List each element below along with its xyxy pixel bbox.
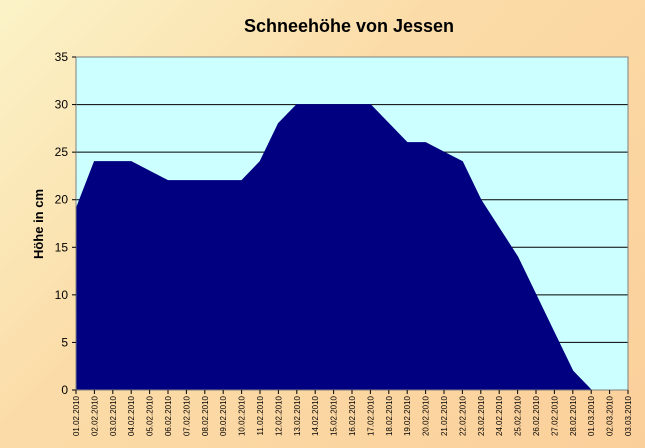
x-tick-label: 01.03.2010 <box>587 395 596 436</box>
y-tick-label: 30 <box>55 98 69 112</box>
y-tick-label: 20 <box>55 193 69 207</box>
x-tick-label: 23.02.2010 <box>477 395 486 436</box>
x-tick-label: 11.02.2010 <box>256 395 265 435</box>
x-tick-label: 19.02.2010 <box>403 395 412 436</box>
x-tick-label: 10.02.2010 <box>238 395 247 436</box>
x-tick-label: 01.02.2010 <box>72 395 81 436</box>
area-series <box>75 104 628 391</box>
y-axis-label: Höhe in cm <box>31 189 46 259</box>
axes <box>72 56 629 394</box>
x-tick-label: 07.02.2010 <box>182 395 191 436</box>
x-tick-label: 15.02.2010 <box>330 395 339 436</box>
x-tick-label: 18.02.2010 <box>385 395 394 436</box>
x-tick-label: 03.02.2010 <box>109 395 118 436</box>
x-tick-label: 20.02.2010 <box>422 395 431 436</box>
x-tick-label: 06.02.2010 <box>164 395 173 436</box>
x-tick-label: 24.02.2010 <box>495 395 504 436</box>
x-tick-label: 17.02.2010 <box>366 395 375 436</box>
x-tick-label: 12.02.2010 <box>274 395 283 436</box>
y-tick-label: 15 <box>55 240 69 254</box>
x-tick-label: 27.02.2010 <box>550 395 559 436</box>
x-tick-label: 25.02.2010 <box>514 395 523 436</box>
chart-title: Schneehöhe von Jessen <box>244 16 454 36</box>
x-tick-label: 08.02.2010 <box>201 395 210 436</box>
x-tick-label: 16.02.2010 <box>348 395 357 436</box>
x-tick-label: 22.02.2010 <box>458 395 467 436</box>
x-tick-label: 02.03.2010 <box>606 395 615 436</box>
y-tick-label: 25 <box>55 145 69 159</box>
x-tick-label: 28.02.2010 <box>569 395 578 436</box>
x-tick-labels: 01.02.2010 02.02.2010 03.02.2010 04.02.2010… <box>72 395 633 436</box>
snow-depth-area <box>75 104 628 391</box>
y-tick-label: 10 <box>55 288 69 302</box>
y-tick-label: 35 <box>55 50 69 64</box>
x-tick-label: 26.02.2010 <box>532 395 541 436</box>
y-tick-label: 5 <box>61 335 68 349</box>
x-tick-label: 02.02.2010 <box>90 395 99 436</box>
x-tick-label: 04.02.2010 <box>127 395 136 436</box>
x-tick-label: 03.03.2010 <box>624 395 633 436</box>
x-tick-label: 14.02.2010 <box>311 395 320 436</box>
y-tick-labels: 0 5 10 15 20 25 30 35 <box>55 50 69 397</box>
x-tick-label: 05.02.2010 <box>146 395 155 436</box>
x-tick-label: 13.02.2010 <box>293 395 302 436</box>
y-tick-label: 0 <box>61 383 68 397</box>
x-tick-label: 21.02.2010 <box>440 395 449 436</box>
x-tick-label: 09.02.2010 <box>219 395 228 436</box>
